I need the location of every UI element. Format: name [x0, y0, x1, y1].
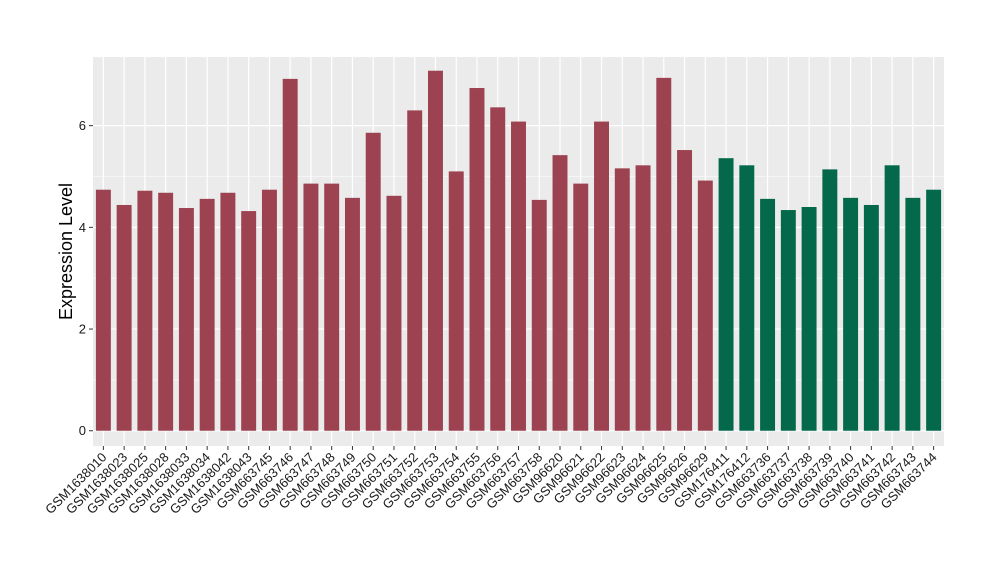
bar-GSM176411 — [718, 158, 734, 431]
bar-GSM96620 — [552, 155, 568, 431]
bar-GSM663755 — [469, 88, 485, 431]
bar-GSM663741 — [863, 204, 879, 431]
y-tick-label: 6 — [79, 118, 86, 133]
bar-GSM96624 — [635, 165, 651, 431]
bar-GSM663744 — [926, 189, 942, 431]
bar-GSM1638043 — [241, 211, 257, 431]
bars — [95, 70, 942, 431]
bar-GSM663742 — [884, 165, 900, 431]
bar-GSM663746 — [282, 78, 298, 431]
bar-GSM663752 — [407, 110, 423, 431]
bar-GSM1638023 — [116, 204, 132, 431]
bar-GSM1638042 — [220, 192, 236, 431]
y-axis: 0 2 4 6 — [79, 118, 93, 438]
bar-GSM663740 — [843, 197, 859, 431]
bar-GSM663747 — [303, 183, 319, 431]
bar-GSM96622 — [594, 121, 609, 431]
bar-GSM663754 — [448, 171, 464, 431]
bar-GSM663758 — [531, 199, 547, 431]
bar-GSM663736 — [760, 198, 776, 431]
bar-GSM663737 — [780, 210, 796, 431]
bar-GSM663749 — [344, 197, 360, 431]
bar-GSM663750 — [365, 132, 381, 431]
bar-GSM1638034 — [199, 198, 215, 431]
y-tick-label: 2 — [79, 322, 86, 337]
bar-GSM663743 — [905, 197, 921, 431]
bar-GSM1638025 — [137, 190, 153, 431]
bar-GSM663756 — [490, 107, 506, 431]
y-axis-title: Expression Level — [56, 183, 76, 320]
bar-GSM663739 — [822, 169, 838, 431]
bar-GSM1638010 — [95, 189, 111, 431]
bar-GSM1638033 — [178, 208, 194, 431]
bar-GSM663738 — [801, 207, 817, 431]
y-tick-label: 4 — [79, 220, 86, 235]
bar-GSM176412 — [739, 165, 755, 431]
bar-GSM663757 — [511, 121, 526, 431]
bar-GSM663753 — [428, 70, 443, 431]
bar-GSM96625 — [656, 77, 672, 431]
bar-GSM96629 — [697, 180, 713, 431]
bar-GSM663748 — [324, 183, 340, 431]
bar-GSM663745 — [261, 189, 277, 431]
bar-GSM96626 — [677, 150, 693, 431]
y-tick-label: 0 — [79, 423, 86, 438]
x-axis: GSM1638010GSM1638023GSM1638025GSM1638028… — [42, 446, 940, 517]
bar-GSM1638028 — [158, 192, 174, 431]
bar-GSM96623 — [614, 168, 630, 431]
bar-GSM663751 — [386, 195, 402, 431]
bar-GSM96621 — [573, 183, 589, 431]
